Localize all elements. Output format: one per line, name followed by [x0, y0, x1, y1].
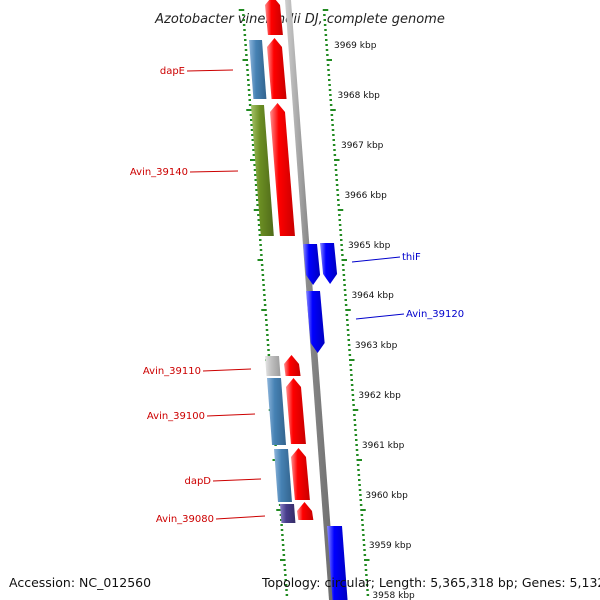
gene-label: Avin_39100 [147, 411, 205, 422]
forward-gene-arrow [284, 355, 301, 376]
label-leader-line [212, 478, 262, 482]
kbp-label: 3961 kbp [362, 441, 405, 451]
kbp-label: 3966 kbp [344, 191, 387, 201]
forward-gene-arrow [291, 448, 310, 500]
reverse-gene-arrow [320, 243, 338, 284]
kbp-label: 3964 kbp [351, 291, 394, 301]
cds-box [280, 504, 296, 523]
label-leader-line [189, 170, 239, 173]
cds-box [265, 356, 281, 376]
kbp-scale: 3969 kbp 3968 kbp 3967 kbp 3966 kbp 3965 kbp… [334, 41, 415, 600]
kbp-label: 3960 kbp [365, 491, 408, 501]
reverse-gene-box [327, 526, 348, 600]
reverse-gene-arrow [306, 291, 325, 353]
gene-label: dapD [184, 476, 211, 487]
cds-box [251, 105, 274, 236]
forward-gene-arrow [297, 502, 314, 520]
kbp-label: 3969 kbp [334, 41, 377, 51]
accession-text: Accession: NC_012560 [9, 575, 152, 590]
kbp-label: 3959 kbp [369, 541, 412, 551]
label-leader-line [215, 515, 266, 520]
reverse-gene-arrow [303, 244, 321, 285]
topology-text: Topology: circular; Length: 5,365,318 bp… [262, 575, 600, 590]
kbp-label: 3967 kbp [341, 141, 384, 151]
gene-label: Avin_39140 [130, 167, 188, 178]
cds-box [249, 40, 267, 99]
gene-label: Avin_39120 [406, 309, 464, 320]
gene-features [249, 0, 348, 600]
forward-gene-arrow [267, 38, 287, 99]
kbp-label: 3962 kbp [358, 391, 401, 401]
kbp-label: 3963 kbp [355, 341, 398, 351]
forward-gene-arrow [270, 103, 295, 236]
genome-title: Azotobacter vinelandii DJ, complete geno… [154, 12, 445, 27]
cds-box [267, 378, 287, 445]
label-leader-line [355, 313, 405, 320]
kbp-label: 3958 kbp [372, 591, 415, 600]
cds-box [274, 449, 292, 502]
forward-gene-arrow [286, 378, 306, 444]
label-leader-line [202, 368, 252, 372]
gene-labels: dapE Avin_39140 thiF Avin_39120 Avin_39110 Av… [130, 66, 464, 525]
label-leader-line [186, 69, 234, 72]
gene-label: dapE [160, 66, 185, 77]
gene-label: Avin_39110 [143, 366, 201, 377]
label-leader-line [206, 413, 256, 417]
label-leader-line [351, 256, 401, 263]
gene-label: thiF [402, 252, 421, 263]
gene-label: Avin_39080 [156, 514, 214, 525]
kbp-label: 3968 kbp [337, 91, 380, 101]
kbp-label: 3965 kbp [348, 241, 391, 251]
forward-gene-arrow [265, 0, 283, 35]
